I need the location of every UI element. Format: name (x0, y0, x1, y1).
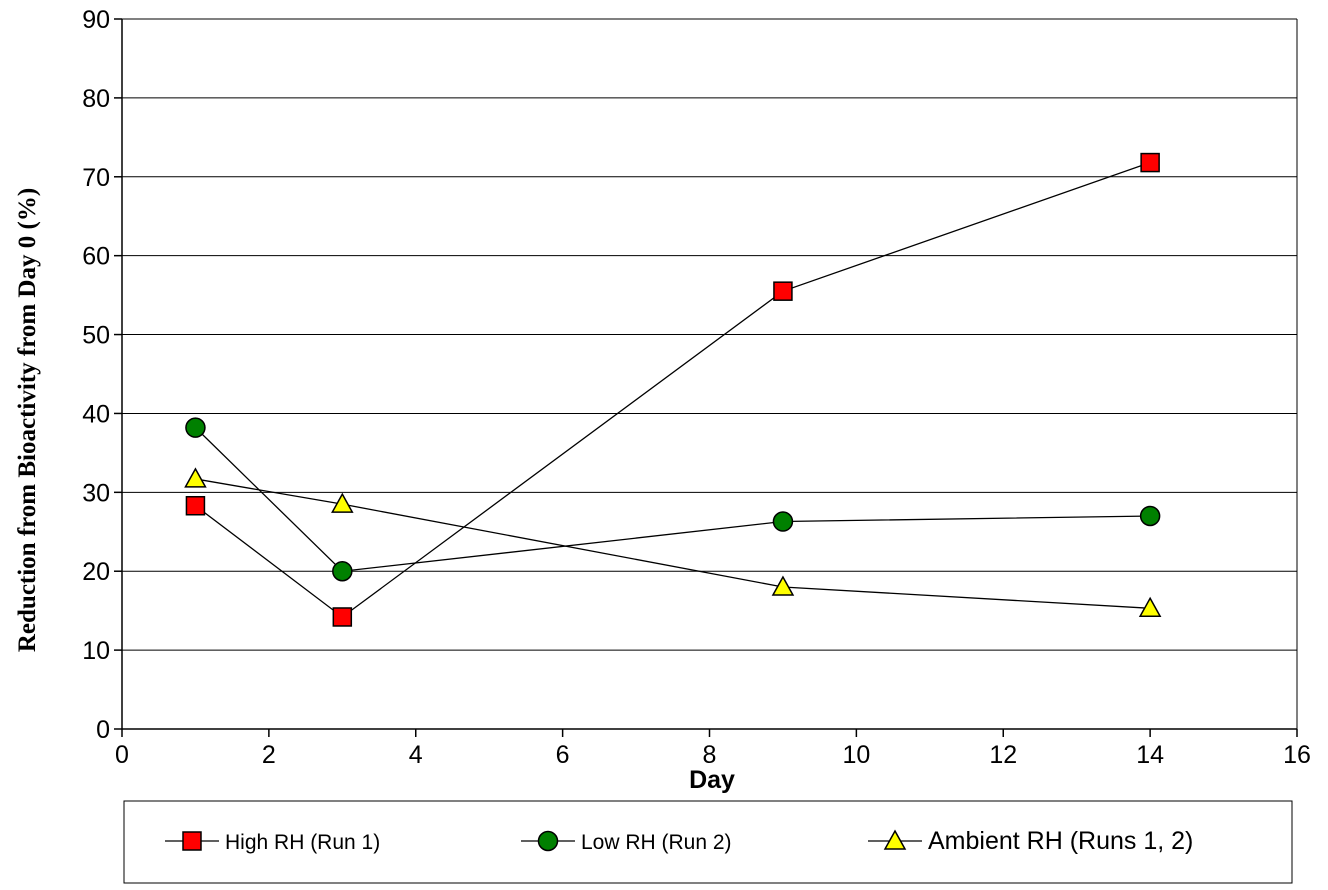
data-point-square (185, 495, 206, 516)
data-point-triangle (331, 492, 354, 513)
data-point-triangle (1138, 596, 1162, 618)
y-tick-label: 60 (82, 243, 110, 271)
y-tick-label: 90 (82, 6, 110, 34)
legend-label: Low RH (Run 2) (581, 831, 732, 854)
series-line (195, 161, 1151, 618)
data-point-square (773, 281, 793, 301)
legend-box (123, 800, 1293, 884)
gridlines (122, 97, 1297, 651)
series-line (194, 427, 1151, 572)
y-tick-label: 20 (82, 558, 110, 586)
data-point-triangle (771, 575, 795, 596)
x-tick-label: 14 (1136, 741, 1164, 769)
legend-marker-circle (537, 830, 559, 852)
series-triangle (184, 467, 1162, 618)
y-tick-label: 40 (82, 400, 110, 428)
data-point-square (1140, 152, 1160, 173)
x-tick-label: 10 (842, 741, 870, 769)
x-axis-title: Day (689, 766, 735, 794)
x-tick-label: 12 (989, 741, 1017, 769)
legend-label: High RH (Run 1) (225, 831, 380, 854)
x-tick-label: 4 (409, 741, 423, 769)
x-tick-label: 6 (556, 741, 570, 769)
legend-entry: High RH (Run 1) (165, 831, 380, 854)
series-line (195, 478, 1151, 609)
data-point-square (332, 607, 353, 627)
x-tick-label: 16 (1283, 741, 1311, 769)
x-tick-label: 2 (262, 741, 276, 769)
data-point-circle (1139, 505, 1161, 527)
y-tick-label: 50 (82, 322, 110, 350)
data-point-triangle (184, 467, 207, 488)
y-axis-title: Reduction from Bioactivity from Day 0 (%… (14, 188, 41, 652)
y-axis-ticks: 0 10 20 30 40 50 60 70 80 90 (82, 6, 122, 744)
y-tick-label: 80 (82, 85, 110, 113)
data-point-circle (185, 417, 206, 438)
series-square (185, 152, 1160, 627)
legend: High RH (Run 1) Low RH (Run 2) Ambient RH … (123, 800, 1293, 884)
series-circle (185, 417, 1161, 582)
y-tick-label: 10 (82, 637, 110, 665)
y-tick-label: 70 (82, 164, 110, 192)
data-point-circle (332, 560, 353, 582)
x-tick-label: 0 (115, 741, 129, 769)
legend-label: Ambient RH (Runs 1, 2) (928, 827, 1193, 855)
legend-entry: Ambient RH (Runs 1, 2) (868, 827, 1193, 855)
series-group (184, 152, 1162, 627)
legend-marker-square (182, 831, 202, 851)
y-tick-label: 0 (96, 716, 110, 744)
legend-marker-triangle (883, 829, 907, 850)
x-tick-label: 8 (703, 741, 717, 769)
data-point-circle (772, 511, 794, 532)
y-tick-label: 30 (82, 479, 110, 507)
legend-entry: Low RH (Run 2) (521, 830, 732, 854)
x-axis-ticks: 0 2 4 6 8 10 12 14 16 (115, 729, 1311, 769)
